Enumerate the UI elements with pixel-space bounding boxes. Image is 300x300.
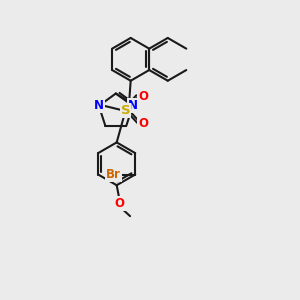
Text: N: N <box>94 99 104 112</box>
Text: Br: Br <box>106 168 121 181</box>
Text: O: O <box>138 90 148 104</box>
Text: S: S <box>121 104 130 117</box>
Text: N: N <box>128 99 138 112</box>
Text: O: O <box>115 197 125 210</box>
Text: O: O <box>138 117 148 130</box>
